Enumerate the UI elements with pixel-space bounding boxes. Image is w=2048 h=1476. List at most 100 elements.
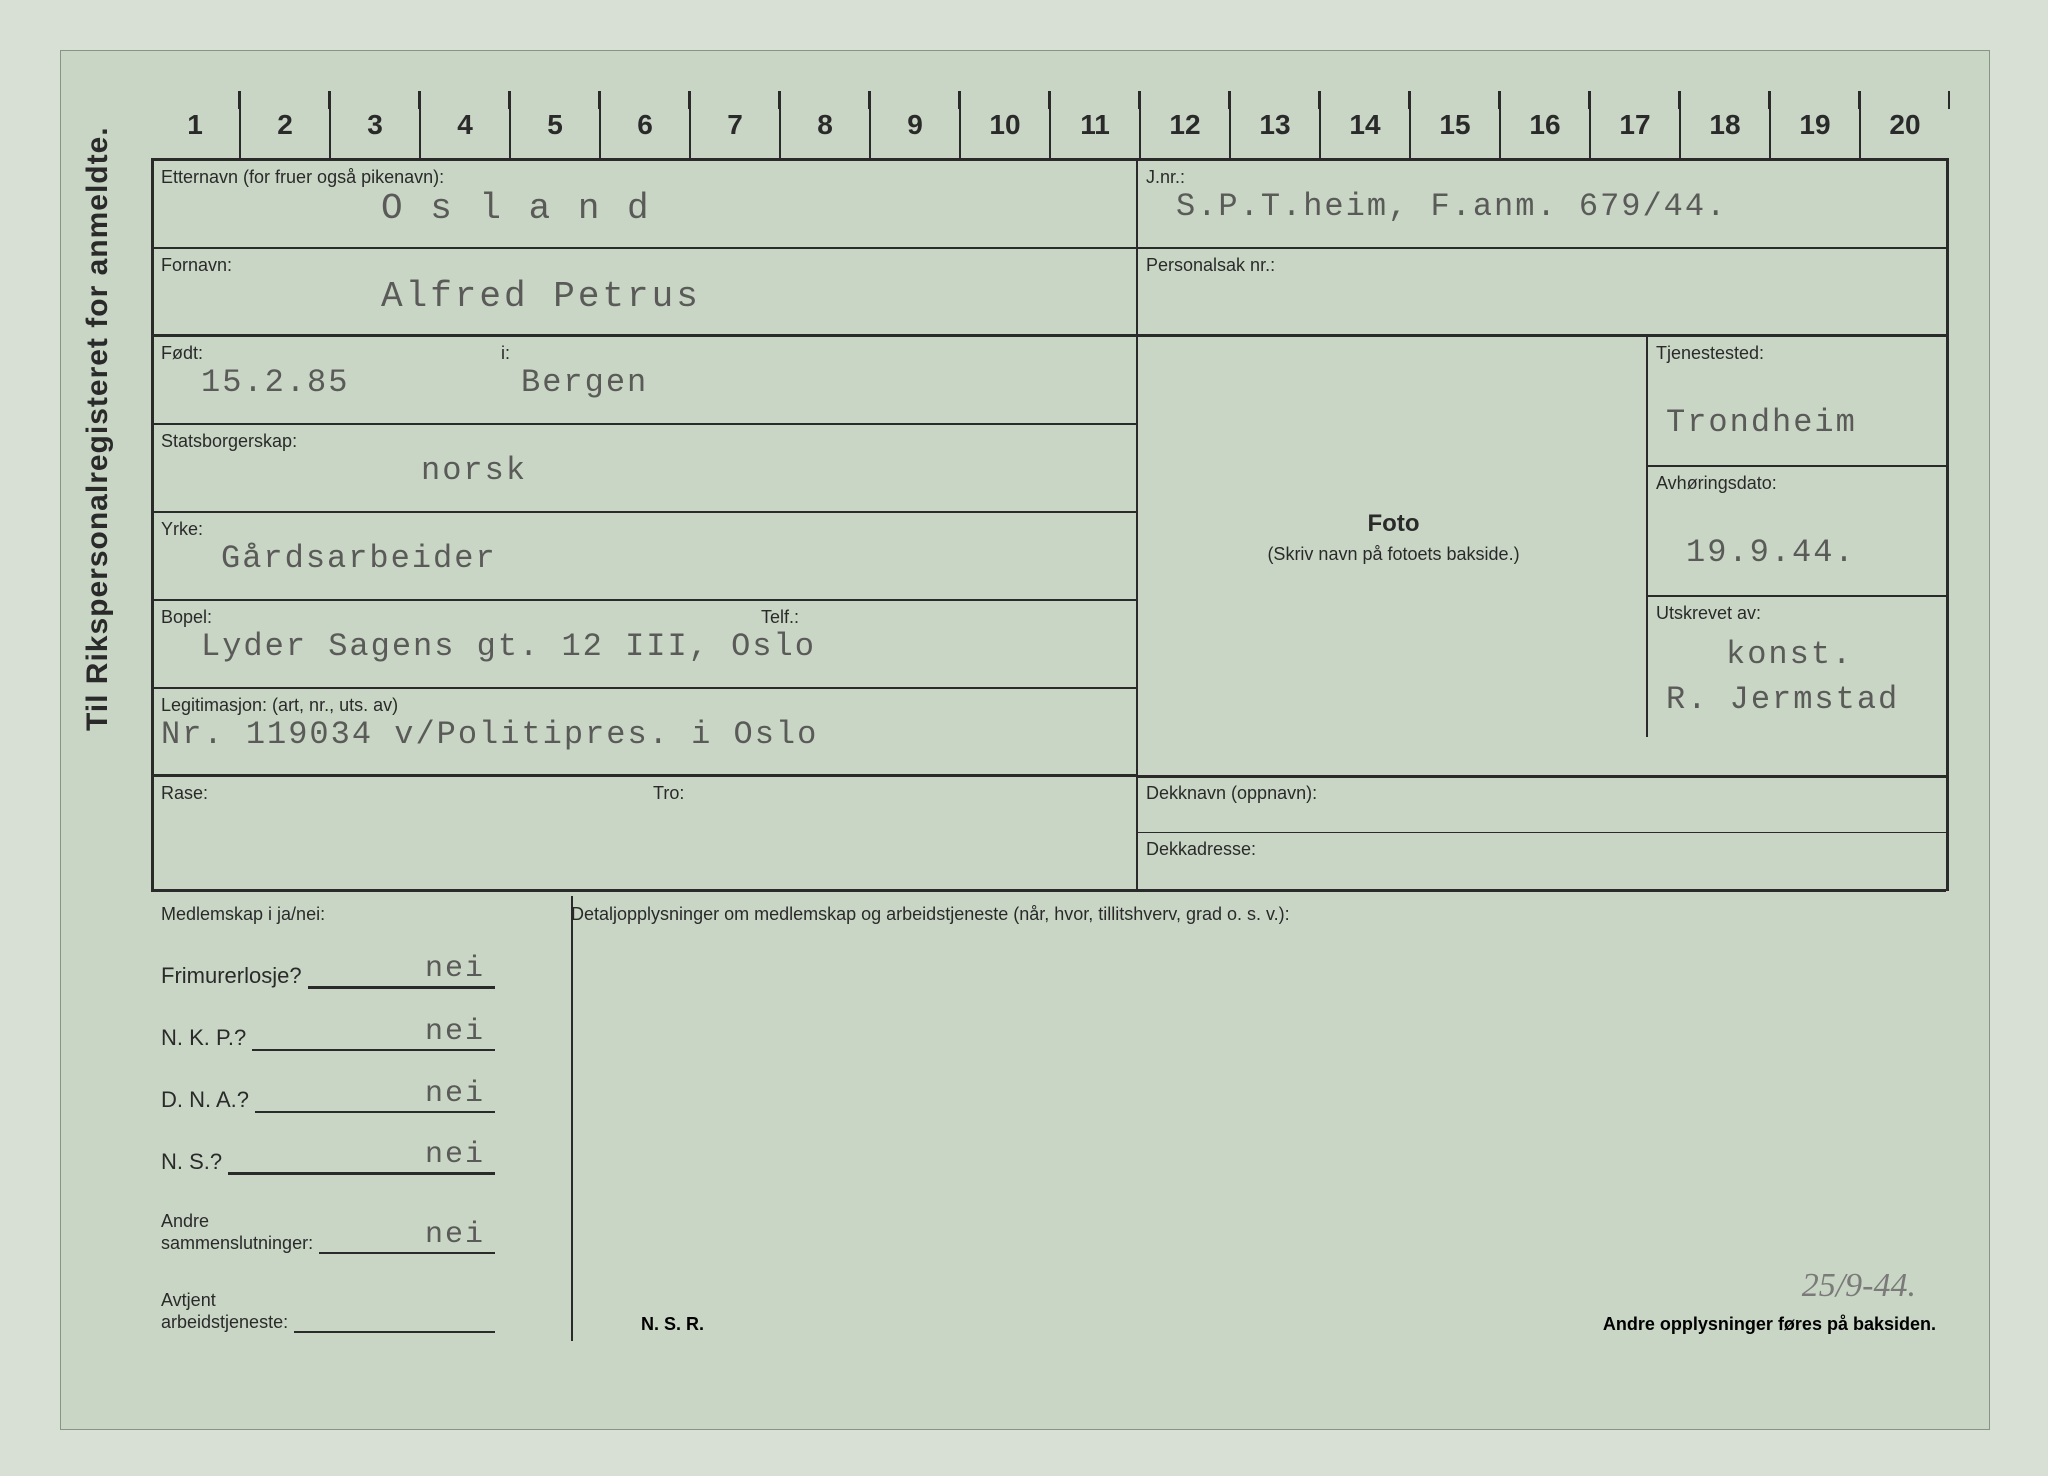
divider-vertical <box>1946 161 1949 891</box>
etternavn-label: Etternavn (for fruer også pikenavn): <box>161 167 1126 188</box>
fodt-label: Født: <box>161 343 501 364</box>
bopel-value: Lyder Sagens gt. 12 III, Oslo <box>161 628 1126 665</box>
yrke-field: Yrke: Gårdsarbeider <box>151 513 1136 601</box>
jnr-field: J.nr.: S.P.T.heim, F.anm. 679/44. <box>1136 161 1946 249</box>
index-card: Til Rikspersonalregisteret for anmeldte.… <box>60 50 1990 1430</box>
ruler-tick: 12 <box>1139 91 1229 158</box>
legitimasjon-value: Nr. 119034 v/Politipres. i Oslo <box>161 716 1126 753</box>
rase-field: Rase: <box>151 777 643 837</box>
andre-row: Andre sammenslutninger: nei <box>161 1211 501 1254</box>
avtjent-label: Avtjent arbeidstjeneste: <box>161 1290 288 1333</box>
membership-section: Medlemskap i ja/nei: Detaljopplysninger … <box>151 896 1946 1341</box>
statsborgerskap-value: norsk <box>161 452 1126 489</box>
foto-title: Foto <box>1141 510 1646 538</box>
dekknavn-label: Dekknavn (oppnavn): <box>1146 783 1936 804</box>
ruler-tick: 2 <box>239 91 329 158</box>
ruler-tick: 7 <box>689 91 779 158</box>
nsr-footer: N. S. R. <box>641 1314 704 1335</box>
dna-value: nei <box>425 1077 485 1111</box>
legitimasjon-label: Legitimasjon: (art, nr., uts. av) <box>161 695 1126 716</box>
tjenestested-label: Tjenestested: <box>1656 343 1936 364</box>
ruler-tick: 1 <box>151 91 239 158</box>
frimurer-row: Frimurerlosje? nei <box>161 953 501 989</box>
fornavn-field: Fornavn: Alfred Petrus <box>151 249 1136 337</box>
avhoringsdato-field: Avhøringsdato: 19.9.44. <box>1646 467 1946 597</box>
telf-label: Telf.: <box>761 607 799 628</box>
dna-label: D. N. A.? <box>161 1087 249 1113</box>
tjenestested-field: Tjenestested: Trondheim <box>1646 337 1946 467</box>
vertical-title: Til Rikspersonalregisteret for anmeldte. <box>81 126 115 731</box>
dekkadresse-field: Dekkadresse: <box>1136 833 1946 891</box>
ruler-tick: 19 <box>1769 91 1859 158</box>
bopel-label: Bopel: <box>161 607 761 628</box>
personalsak-label: Personalsak nr.: <box>1146 255 1936 276</box>
foto-subtitle: (Skriv navn på fotoets bakside.) <box>1141 544 1646 565</box>
rase-label: Rase: <box>161 783 633 804</box>
detail-label: Detaljopplysninger om medlemskap og arbe… <box>571 904 1290 925</box>
yrke-value: Gårdsarbeider <box>161 540 1126 577</box>
i-value: Bergen <box>501 364 1126 401</box>
tro-label: Tro: <box>653 783 1126 804</box>
divider-horizontal <box>151 889 1946 892</box>
ruler-tick: 17 <box>1589 91 1679 158</box>
fodt-value: 15.2.85 <box>161 364 501 401</box>
avtjent-row: Avtjent arbeidstjeneste: <box>161 1290 501 1333</box>
frimurer-value: nei <box>425 952 485 986</box>
legitimasjon-field: Legitimasjon: (art, nr., uts. av) Nr. 11… <box>151 689 1136 777</box>
ruler-tick: 18 <box>1679 91 1769 158</box>
dekknavn-field: Dekknavn (oppnavn): <box>1136 777 1946 833</box>
tjenestested-value: Trondheim <box>1656 364 1936 441</box>
frimurer-label: Frimurerlosje? <box>161 963 302 989</box>
handwritten-date: 25/9-44. <box>1802 1267 1916 1305</box>
ruler-scale: 1 2 3 4 5 6 7 8 9 10 11 12 13 14 15 16 1… <box>151 91 1949 161</box>
statsborgerskap-field: Statsborgerskap: norsk <box>151 425 1136 513</box>
nkp-value: nei <box>425 1015 485 1049</box>
statsborgerskap-label: Statsborgerskap: <box>161 431 1126 452</box>
jnr-label: J.nr.: <box>1146 167 1936 188</box>
avhoringsdato-label: Avhøringsdato: <box>1656 473 1936 494</box>
foto-area: Foto (Skriv navn på fotoets bakside.) <box>1141 337 1646 737</box>
utskrevet-value2: R. Jermstad <box>1656 673 1936 718</box>
andre-value: nei <box>425 1218 485 1252</box>
ruler-tick: 15 <box>1409 91 1499 158</box>
nkp-row: N. K. P.? nei <box>161 1015 501 1051</box>
ruler-tick: 6 <box>599 91 689 158</box>
yrke-label: Yrke: <box>161 519 1126 540</box>
utskrevet-label: Utskrevet av: <box>1656 603 1936 624</box>
jnr-value: S.P.T.heim, F.anm. 679/44. <box>1146 188 1936 225</box>
ruler-tick: 10 <box>959 91 1049 158</box>
form-grid: Etternavn (for fruer også pikenavn): O s… <box>151 161 1949 1341</box>
membership-header-label: Medlemskap i ja/nei: <box>161 904 571 925</box>
etternavn-field: Etternavn (for fruer også pikenavn): O s… <box>151 161 1136 249</box>
dna-row: D. N. A.? nei <box>161 1077 501 1113</box>
tro-field: Tro: <box>643 777 1136 837</box>
dekkadresse-label: Dekkadresse: <box>1146 839 1936 860</box>
fornavn-value: Alfred Petrus <box>161 276 1126 317</box>
utskrevet-field: Utskrevet av: konst. R. Jermstad <box>1646 597 1946 737</box>
etternavn-value: O s l a n d <box>161 188 1126 229</box>
bopel-field: Bopel: Telf.: Lyder Sagens gt. 12 III, O… <box>151 601 1136 689</box>
i-label: i: <box>501 343 1126 364</box>
ruler-tick: 8 <box>779 91 869 158</box>
ruler-tick: 9 <box>869 91 959 158</box>
ns-value: nei <box>425 1138 485 1172</box>
ruler-tick: 4 <box>419 91 509 158</box>
ns-row: N. S.? nei <box>161 1139 501 1175</box>
ruler-tick: 14 <box>1319 91 1409 158</box>
ns-label: N. S.? <box>161 1149 222 1175</box>
fodt-field: Født: 15.2.85 i: Bergen <box>151 337 1136 425</box>
ruler-tick: 16 <box>1499 91 1589 158</box>
ruler-tick: 13 <box>1229 91 1319 158</box>
personalsak-field: Personalsak nr.: <box>1136 249 1946 337</box>
divider-vertical <box>571 896 573 1341</box>
andre-label: Andre sammenslutninger: <box>161 1211 313 1254</box>
card-content: 1 2 3 4 5 6 7 8 9 10 11 12 13 14 15 16 1… <box>151 91 1949 1389</box>
ruler-tick: 20 <box>1859 91 1949 158</box>
avhoringsdato-value: 19.9.44. <box>1656 494 1936 571</box>
ruler-tick: 3 <box>329 91 419 158</box>
ruler-tick: 5 <box>509 91 599 158</box>
nkp-label: N. K. P.? <box>161 1025 246 1051</box>
utskrevet-value1: konst. <box>1656 624 1936 673</box>
fornavn-label: Fornavn: <box>161 255 1126 276</box>
ruler-tick: 11 <box>1049 91 1139 158</box>
